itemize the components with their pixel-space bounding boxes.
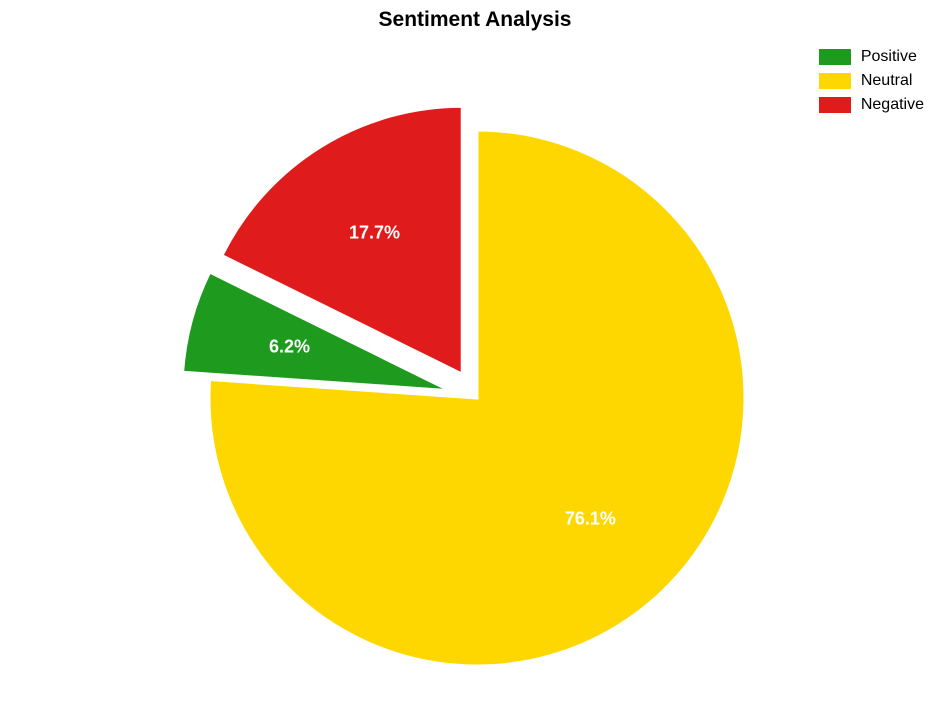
- legend-swatch-negative: [819, 97, 851, 113]
- legend-label: Negative: [861, 96, 924, 114]
- slice-percent-label: 6.2%: [269, 337, 310, 358]
- legend-label: Neutral: [861, 72, 913, 90]
- chart-title: Sentiment Analysis: [0, 8, 950, 32]
- legend-item-positive: Positive: [819, 48, 924, 66]
- legend-swatch-positive: [819, 49, 851, 65]
- legend-label: Positive: [861, 48, 917, 66]
- legend: Positive Neutral Negative: [819, 48, 924, 120]
- legend-item-neutral: Neutral: [819, 72, 924, 90]
- pie-chart: 76.1% 6.2% 17.7%: [0, 40, 950, 660]
- slice-percent-label: 76.1%: [565, 509, 616, 530]
- legend-item-negative: Negative: [819, 96, 924, 114]
- slice-percent-label: 17.7%: [349, 223, 400, 244]
- legend-swatch-neutral: [819, 73, 851, 89]
